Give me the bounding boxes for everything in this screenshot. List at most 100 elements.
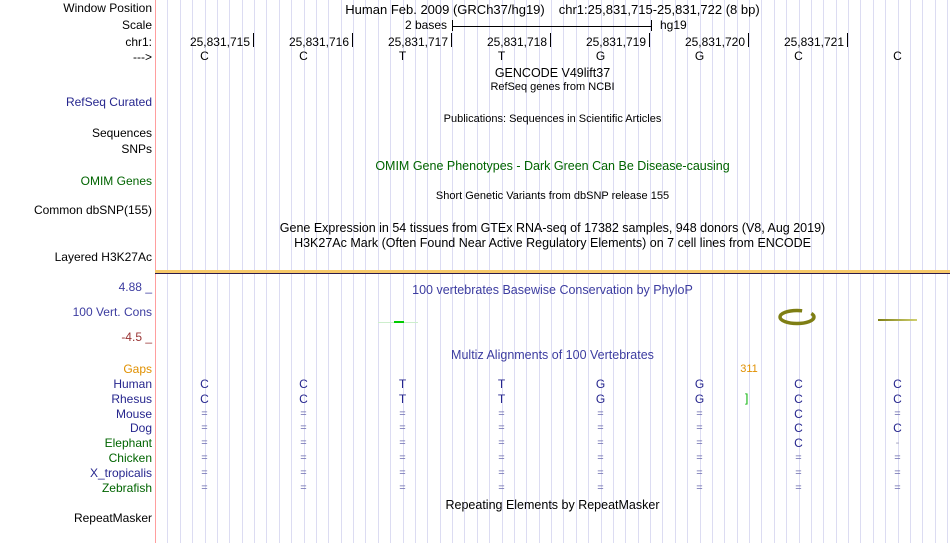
track-center-label-gene-expression-in-54-tissue[interactable]: Gene Expression in 54 tissues from GTEx … xyxy=(279,221,826,235)
align-cell: = xyxy=(399,452,406,464)
track-center-label-repeating-elements-by-repeat[interactable]: Repeating Elements by RepeatMasker xyxy=(445,498,660,512)
align-cell: T xyxy=(398,391,407,406)
align-cell: = xyxy=(498,422,505,435)
align-cell: = xyxy=(201,481,208,494)
track-center-label-multiz-alignments-of-100-ver[interactable]: Multiz Alignments of 100 Vertebrates xyxy=(451,348,654,362)
align-cell: = xyxy=(498,452,505,464)
align-cell: - xyxy=(895,437,900,450)
align-cell: = xyxy=(498,466,505,479)
species-label-mouse[interactable]: Mouse xyxy=(115,406,152,421)
track-center-label-100-vertebrates-basewise-con[interactable]: 100 vertebrates Basewise Conservation by… xyxy=(412,283,693,297)
ruler-position-label: 25,831,721 xyxy=(783,35,844,49)
align-cell: C xyxy=(893,421,902,436)
align-cell: C xyxy=(794,421,803,436)
left-label-repeatmasker[interactable]: RepeatMasker xyxy=(73,511,152,525)
track-center-label-publications-sequences-in-sc[interactable]: Publications: Sequences in Scientific Ar… xyxy=(443,113,662,125)
ruler-tick xyxy=(649,33,651,47)
align-cell: = xyxy=(795,466,802,479)
align-cell: = xyxy=(894,407,901,420)
species-label-gaps[interactable]: Gaps xyxy=(123,362,152,376)
left-label-layered-h3k27ac[interactable]: Layered H3K27Ac xyxy=(54,250,152,264)
rhesus-bracket: ] xyxy=(745,391,749,405)
left-label-refseq-curated[interactable]: RefSeq Curated xyxy=(65,95,152,109)
align-cell: C xyxy=(200,391,209,406)
ruler-position-label: 25,831,720 xyxy=(684,35,745,49)
align-cell: = xyxy=(300,481,307,494)
assembly-title: Human Feb. 2009 (GRCh37/hg19) xyxy=(345,2,545,17)
species-label-x-tropicalis[interactable]: X_tropicalis xyxy=(89,465,152,480)
left-label-window-position: Window Position xyxy=(63,1,152,15)
align-cell: = xyxy=(201,452,208,464)
track-center-label-h3k27ac-mark-often-found-nea[interactable]: H3K27Ac Mark (Often Found Near Active Re… xyxy=(294,236,811,250)
align-cell: = xyxy=(696,466,703,479)
align-cell: = xyxy=(696,437,703,450)
align-cell: = xyxy=(795,481,802,494)
gaps-count: 311 xyxy=(740,363,758,375)
phylop-green-dash xyxy=(394,320,404,323)
ruler-position-label: 25,831,719 xyxy=(585,35,646,49)
track-center-label-omim-gene-phenotypes-dark-gr[interactable]: OMIM Gene Phenotypes - Dark Green Can Be… xyxy=(375,159,730,173)
align-cell: = xyxy=(300,422,307,435)
align-cell: C xyxy=(299,391,308,406)
align-cell: = xyxy=(597,481,604,494)
align-cell: C xyxy=(794,377,803,391)
align-cell: = xyxy=(597,422,604,435)
position-title: chr1:25,831,715-25,831,722 (8 bp) xyxy=(558,2,760,17)
species-label-dog[interactable]: Dog xyxy=(129,421,152,436)
align-cell: = xyxy=(894,481,901,494)
align-cell: C xyxy=(200,377,209,391)
left-label-omim-genes[interactable]: OMIM Genes xyxy=(80,174,152,188)
left-label-4-5[interactable]: -4.5 _ xyxy=(121,330,152,344)
align-cell: = xyxy=(597,407,604,420)
left-label-scale: Scale xyxy=(121,18,152,32)
track-center-label-gencode-v49lift37[interactable]: GENCODE V49lift37 xyxy=(494,66,611,80)
ruler-tick xyxy=(847,33,849,47)
h3k27ac-band xyxy=(155,270,950,273)
ruler-position-label: 25,831,717 xyxy=(387,35,448,49)
species-label-human[interactable]: Human xyxy=(113,377,152,391)
left-label-sequences[interactable]: Sequences xyxy=(91,126,152,140)
align-cell: = xyxy=(201,437,208,450)
left-label-common-dbsnp-155[interactable]: Common dbSNP(155) xyxy=(33,203,152,217)
align-cell: C xyxy=(893,377,902,391)
align-cell: = xyxy=(201,466,208,479)
left-label-snps[interactable]: SNPs xyxy=(121,142,152,156)
align-cell: = xyxy=(300,466,307,479)
base-letter: C xyxy=(200,49,209,63)
phylop-olive-dash xyxy=(878,319,917,321)
scale-bar-cap-right xyxy=(651,20,653,31)
align-cell: C xyxy=(794,391,803,406)
window-position-title: Human Feb. 2009 (GRCh37/hg19) chr1:25,83… xyxy=(155,2,950,17)
align-cell: = xyxy=(201,407,208,420)
ruler-tick xyxy=(748,33,750,47)
left-label-100-vert-cons[interactable]: 100 Vert. Cons xyxy=(72,305,152,319)
align-cell: = xyxy=(300,437,307,450)
align-cell: C xyxy=(299,377,308,391)
align-cell: G xyxy=(694,377,705,391)
species-label-elephant[interactable]: Elephant xyxy=(104,436,152,451)
align-cell: = xyxy=(696,452,703,464)
base-letter: T xyxy=(398,49,407,63)
align-cell: = xyxy=(399,407,406,420)
species-label-chicken[interactable]: Chicken xyxy=(108,451,152,465)
h3k27ac-edge-line xyxy=(155,273,950,275)
species-label-rhesus[interactable]: Rhesus xyxy=(111,391,152,406)
align-cell: = xyxy=(597,437,604,450)
ruler-position-label: 25,831,718 xyxy=(486,35,547,49)
align-cell: = xyxy=(696,481,703,494)
align-cell: = xyxy=(399,437,406,450)
track-center-label-refseq-genes-from-ncbi[interactable]: RefSeq genes from NCBI xyxy=(490,81,615,93)
left-label-item: ---> xyxy=(133,50,152,64)
align-cell: = xyxy=(300,452,307,464)
align-cell: G xyxy=(595,391,606,406)
left-label-4-88[interactable]: 4.88 _ xyxy=(118,280,152,294)
track-center-label-short-genetic-variants-from-[interactable]: Short Genetic Variants from dbSNP releas… xyxy=(435,190,670,202)
ruler-tick xyxy=(352,33,354,47)
align-cell: = xyxy=(894,452,901,464)
scale-bar-cap-left xyxy=(452,20,454,31)
align-cell: = xyxy=(498,481,505,494)
align-cell: C xyxy=(893,391,902,406)
species-label-zebrafish[interactable]: Zebrafish xyxy=(101,480,152,495)
align-cell: T xyxy=(398,377,407,391)
